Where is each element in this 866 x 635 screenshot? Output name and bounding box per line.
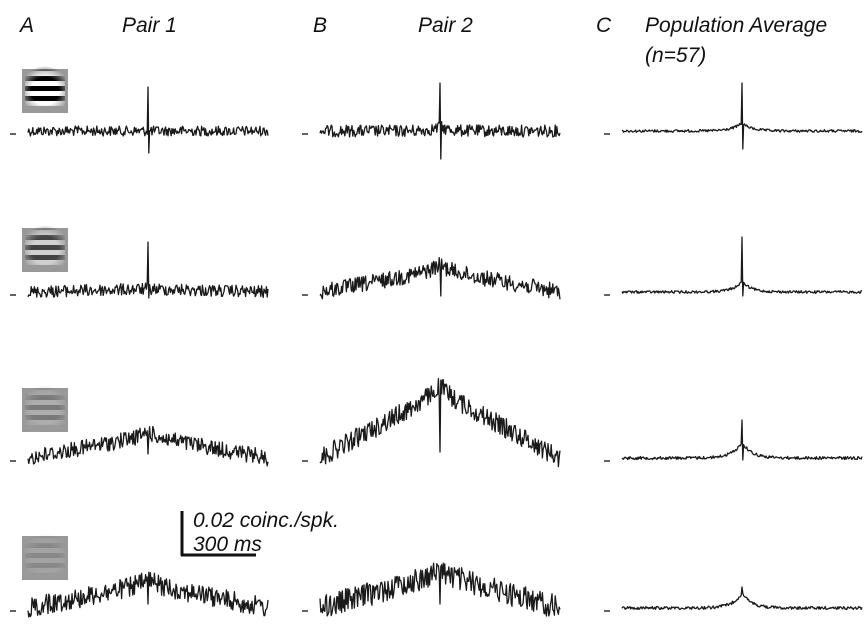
panel-title: Pair 1 bbox=[122, 14, 177, 37]
correlogram-trace bbox=[621, 419, 863, 461]
panel-letter: B bbox=[313, 14, 327, 37]
panel-letter: C bbox=[596, 14, 612, 37]
panel-title: Population Average bbox=[645, 14, 827, 37]
correlogram-trace bbox=[319, 256, 561, 300]
correlogram-trace bbox=[27, 241, 269, 299]
stimulus bbox=[22, 225, 68, 272]
correlogram-trace bbox=[621, 82, 863, 150]
panel-title: Pair 2 bbox=[418, 14, 473, 37]
stimulus bbox=[22, 385, 68, 432]
panel-subtitle: (n=57) bbox=[645, 44, 706, 67]
correlogram-trace bbox=[319, 377, 561, 468]
panel-letter: A bbox=[18, 14, 34, 37]
correlogram-trace bbox=[27, 425, 269, 467]
correlogram-trace bbox=[27, 571, 269, 618]
correlogram-trace bbox=[621, 586, 863, 611]
stimulus bbox=[22, 66, 68, 113]
stimulus bbox=[22, 533, 68, 580]
correlogram-trace bbox=[621, 236, 863, 297]
scale-label: 0.02 coinc./spk. bbox=[193, 509, 339, 532]
scale-bar bbox=[180, 511, 256, 557]
correlogram-trace bbox=[319, 82, 561, 160]
correlogram-trace bbox=[319, 562, 561, 617]
traces bbox=[10, 82, 863, 618]
scale-label: 300 ms bbox=[193, 533, 262, 556]
correlogram-trace bbox=[27, 86, 269, 154]
